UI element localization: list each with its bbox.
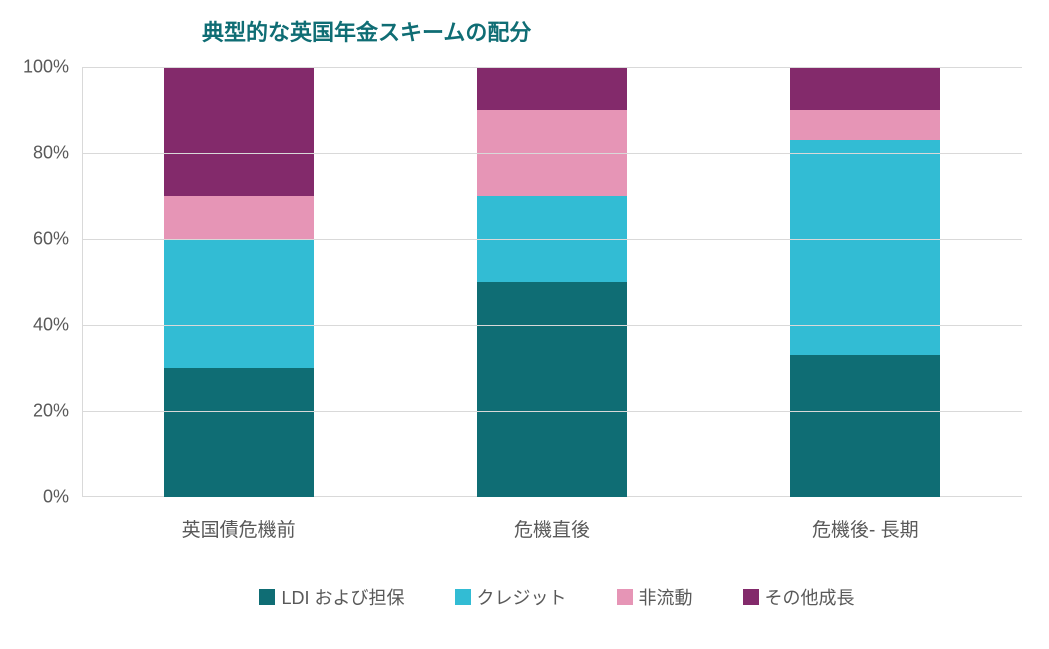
legend-item-illiquid: 非流動 <box>617 584 693 610</box>
y-tick-label: 100% <box>19 57 69 78</box>
plot-area: 0%20%40%60%80%100% <box>82 67 1022 497</box>
bar-segment-illiquid <box>790 110 940 140</box>
bar-group <box>477 67 627 497</box>
y-tick-label: 20% <box>19 401 69 422</box>
bar-segment-credit <box>790 140 940 355</box>
bar-group <box>164 67 314 497</box>
legend-item-other: その他成長 <box>743 584 855 610</box>
chart-container: 典型的な英国年金スキームの配分 0%20%40%60%80%100% 英国債危機… <box>22 15 1032 635</box>
legend-label: LDI および担保 <box>281 584 404 610</box>
bars-area <box>82 67 1022 497</box>
y-tick-label: 40% <box>19 315 69 336</box>
legend-swatch <box>259 589 275 605</box>
legend: LDI および担保 クレジット 非流動 その他成長 <box>82 584 1032 610</box>
bar-segment-other <box>790 67 940 110</box>
bar-segment-ldi <box>790 355 940 497</box>
x-axis-label: 英国債危機前 <box>164 515 314 542</box>
legend-item-ldi: LDI および担保 <box>259 584 404 610</box>
x-axis-label: 危機直後 <box>477 515 627 542</box>
grid-line <box>82 67 1022 68</box>
legend-swatch <box>617 589 633 605</box>
y-tick-label: 60% <box>19 229 69 250</box>
bar-segment-credit <box>164 239 314 368</box>
bar-segment-ldi <box>164 368 314 497</box>
legend-label: クレジット <box>477 584 567 610</box>
y-axis: 0%20%40%60%80%100% <box>22 67 77 497</box>
legend-label: その他成長 <box>765 584 855 610</box>
chart-title: 典型的な英国年金スキームの配分 <box>22 15 1032 47</box>
x-axis-labels: 英国債危機前 危機直後 危機後- 長期 <box>82 515 1022 542</box>
x-axis-label: 危機後- 長期 <box>790 515 940 542</box>
grid-line <box>82 153 1022 154</box>
bar-group <box>790 67 940 497</box>
bar-segment-other <box>164 67 314 196</box>
stacked-bar <box>164 67 314 497</box>
grid-line <box>82 325 1022 326</box>
bar-segment-ldi <box>477 282 627 497</box>
legend-swatch <box>743 589 759 605</box>
y-tick-label: 0% <box>19 487 69 508</box>
stacked-bar <box>477 67 627 497</box>
stacked-bar <box>790 67 940 497</box>
grid-line <box>82 411 1022 412</box>
legend-swatch <box>455 589 471 605</box>
bar-segment-other <box>477 67 627 110</box>
bar-segment-illiquid <box>164 196 314 239</box>
legend-item-credit: クレジット <box>455 584 567 610</box>
legend-label: 非流動 <box>639 584 693 610</box>
y-tick-label: 80% <box>19 143 69 164</box>
grid-line <box>82 239 1022 240</box>
